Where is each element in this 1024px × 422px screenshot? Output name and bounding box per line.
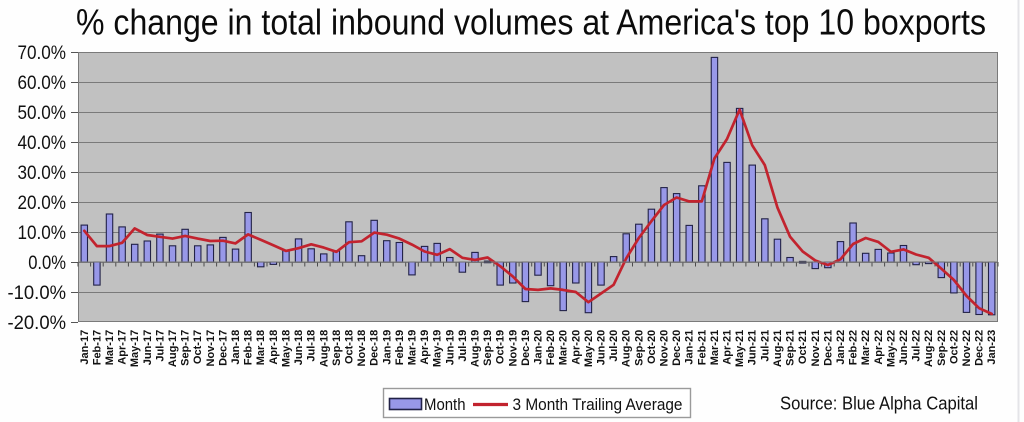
svg-text:May-19: May-19 xyxy=(432,330,444,367)
svg-text:Jun-17: Jun-17 xyxy=(142,330,154,365)
svg-text:Source: Blue Alpha Capital: Source: Blue Alpha Capital xyxy=(780,394,978,414)
svg-text:Apr-17: Apr-17 xyxy=(117,330,129,365)
svg-text:Apr-18: Apr-18 xyxy=(268,330,280,365)
svg-text:Jan-21: Jan-21 xyxy=(684,330,696,365)
svg-text:Apr-19: Apr-19 xyxy=(419,330,431,365)
svg-text:Oct-22: Oct-22 xyxy=(948,330,960,364)
svg-text:Jan-19: Jan-19 xyxy=(381,330,393,365)
svg-text:Feb-18: Feb-18 xyxy=(243,330,255,365)
svg-text:60.0%: 60.0% xyxy=(18,73,67,94)
svg-text:70.0%: 70.0% xyxy=(18,43,67,64)
svg-text:Nov-18: Nov-18 xyxy=(356,330,368,367)
svg-text:Feb-22: Feb-22 xyxy=(848,330,860,365)
svg-text:Sep-21: Sep-21 xyxy=(785,330,797,366)
svg-text:Jan-20: Jan-20 xyxy=(533,330,545,365)
svg-text:May-17: May-17 xyxy=(129,330,141,367)
svg-text:Jun-18: Jun-18 xyxy=(293,330,305,365)
svg-text:Jul-20: Jul-20 xyxy=(608,330,620,362)
svg-text:Dec-20: Dec-20 xyxy=(671,330,683,366)
svg-text:May-18: May-18 xyxy=(280,330,292,367)
svg-text:Jan-22: Jan-22 xyxy=(835,330,847,365)
svg-text:Feb-17: Feb-17 xyxy=(91,330,103,365)
svg-text:Jan-23: Jan-23 xyxy=(986,330,998,365)
svg-text:Mar-21: Mar-21 xyxy=(709,330,721,365)
svg-text:Aug-21: Aug-21 xyxy=(772,330,784,367)
svg-text:Jul-21: Jul-21 xyxy=(759,330,771,362)
svg-text:Oct-19: Oct-19 xyxy=(495,330,507,364)
svg-text:Apr-20: Apr-20 xyxy=(570,330,582,365)
svg-text:Oct-20: Oct-20 xyxy=(646,330,658,364)
svg-text:May-22: May-22 xyxy=(885,330,897,367)
svg-text:May-21: May-21 xyxy=(734,330,746,367)
svg-text:Apr-22: Apr-22 xyxy=(873,330,885,365)
svg-text:Oct-21: Oct-21 xyxy=(797,330,809,364)
svg-text:Aug-17: Aug-17 xyxy=(167,330,179,367)
svg-text:Dec-19: Dec-19 xyxy=(520,330,532,366)
svg-text:May-20: May-20 xyxy=(583,330,595,367)
svg-text:-20.0%: -20.0% xyxy=(8,313,67,334)
svg-text:Sep-18: Sep-18 xyxy=(331,330,343,366)
svg-text:Feb-20: Feb-20 xyxy=(545,330,557,365)
svg-text:Jul-22: Jul-22 xyxy=(911,330,923,362)
svg-text:Dec-21: Dec-21 xyxy=(822,330,834,366)
svg-text:-10.0%: -10.0% xyxy=(8,283,67,304)
svg-text:3 Month Trailing Average: 3 Month Trailing Average xyxy=(513,395,683,414)
svg-text:% change in total inbound volu: % change in total inbound volumes at Ame… xyxy=(76,2,986,43)
svg-text:50.0%: 50.0% xyxy=(18,103,67,124)
svg-text:Aug-18: Aug-18 xyxy=(318,330,330,367)
svg-text:Dec-17: Dec-17 xyxy=(217,330,229,366)
svg-text:10.0%: 10.0% xyxy=(18,223,67,244)
svg-text:0.0%: 0.0% xyxy=(28,253,66,274)
svg-text:Feb-21: Feb-21 xyxy=(696,330,708,365)
svg-text:Jul-19: Jul-19 xyxy=(457,330,469,362)
svg-text:Mar-19: Mar-19 xyxy=(407,330,419,365)
svg-text:Sep-17: Sep-17 xyxy=(180,330,192,366)
svg-text:Sep-19: Sep-19 xyxy=(482,330,494,366)
svg-text:Jul-17: Jul-17 xyxy=(154,330,166,362)
svg-text:Dec-18: Dec-18 xyxy=(369,330,381,366)
svg-text:Mar-18: Mar-18 xyxy=(255,330,267,365)
svg-text:Nov-17: Nov-17 xyxy=(205,330,217,367)
svg-text:20.0%: 20.0% xyxy=(18,193,67,214)
svg-text:Nov-19: Nov-19 xyxy=(507,330,519,367)
svg-text:Jun-22: Jun-22 xyxy=(898,330,910,365)
svg-text:Nov-21: Nov-21 xyxy=(810,330,822,367)
svg-text:Mar-20: Mar-20 xyxy=(558,330,570,365)
svg-text:Aug-19: Aug-19 xyxy=(470,330,482,367)
svg-text:Nov-20: Nov-20 xyxy=(659,330,671,367)
svg-text:Dec-22: Dec-22 xyxy=(974,330,986,366)
svg-text:Aug-22: Aug-22 xyxy=(923,330,935,367)
svg-text:30.0%: 30.0% xyxy=(18,163,67,184)
svg-text:Oct-18: Oct-18 xyxy=(344,330,356,364)
svg-text:Jun-21: Jun-21 xyxy=(747,330,759,365)
svg-text:Jun-20: Jun-20 xyxy=(596,330,608,365)
svg-text:Sep-22: Sep-22 xyxy=(936,330,948,366)
svg-text:Jan-17: Jan-17 xyxy=(79,330,91,365)
svg-text:Jul-18: Jul-18 xyxy=(306,330,318,362)
svg-text:40.0%: 40.0% xyxy=(18,133,67,154)
svg-text:Sep-20: Sep-20 xyxy=(633,330,645,366)
svg-text:Feb-19: Feb-19 xyxy=(394,330,406,365)
svg-text:Nov-22: Nov-22 xyxy=(961,330,973,367)
svg-text:Mar-17: Mar-17 xyxy=(104,330,116,365)
svg-text:Jan-18: Jan-18 xyxy=(230,330,242,365)
svg-text:Mar-22: Mar-22 xyxy=(860,330,872,365)
svg-text:Oct-17: Oct-17 xyxy=(192,330,204,364)
svg-text:Apr-21: Apr-21 xyxy=(722,330,734,365)
svg-text:Jun-19: Jun-19 xyxy=(444,330,456,365)
svg-text:Month: Month xyxy=(424,395,466,414)
svg-text:Aug-20: Aug-20 xyxy=(621,330,633,367)
